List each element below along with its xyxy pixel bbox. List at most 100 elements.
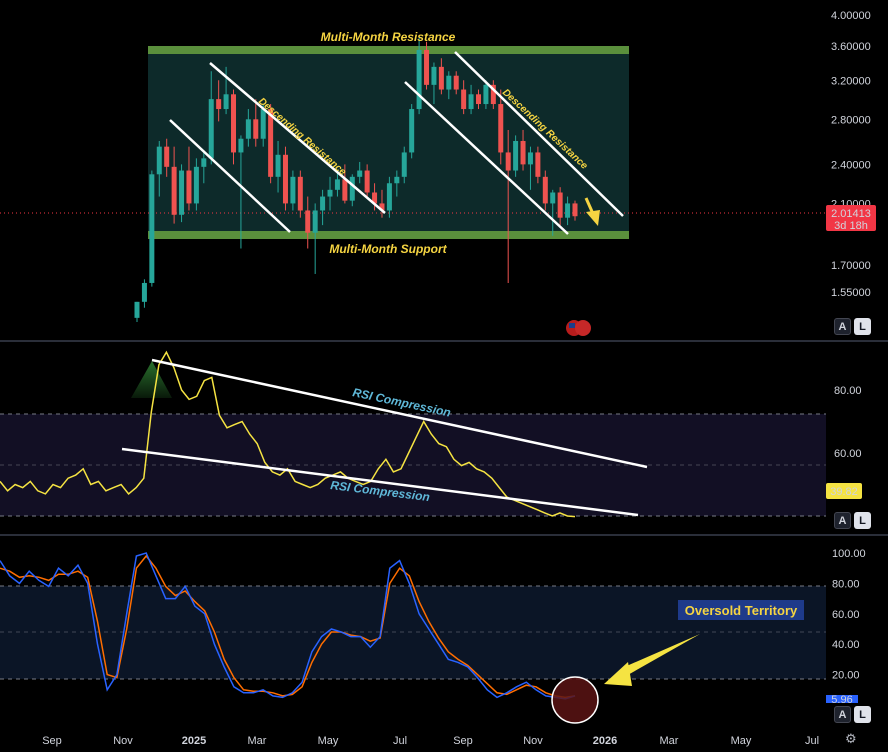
support-band [148,231,629,239]
flag-icon [566,320,591,336]
auto-scale-button-rsi[interactable]: A [834,512,851,529]
candle-body [297,176,303,211]
candle-body [260,109,266,139]
last-price-badge [826,205,876,231]
price-axis: 4.000003.600003.200002.800002.400002.100… [831,10,871,299]
stoch-k-value: 5.96 [831,694,852,706]
resistance-label: Multi-Month Resistance [321,30,456,44]
candle-body [565,203,571,218]
price-tick-label: 3.60000 [831,41,871,53]
candle-body [164,146,170,167]
price-tick-label: 4.00000 [831,10,871,22]
candle-body [386,183,392,211]
candle-body [201,158,207,167]
candle-body [193,166,199,204]
candle-body [505,152,511,171]
candle-body [535,152,541,177]
candle-body [231,94,237,153]
stoch-tick-label: 60.00 [832,609,860,621]
candle-body [134,301,140,318]
time-tick-label: Nov [523,735,543,747]
candle-body [490,84,496,105]
resistance-band [148,46,629,54]
candle-body [290,176,296,204]
rsi-panel: RSI Compression RSI Compression 80.0060.… [0,350,862,518]
oversold-label-box [678,600,804,620]
stoch-tick-label: 80.00 [832,578,860,590]
candle-body [438,66,444,90]
candle-body [513,140,519,171]
log-scale-button-stoch[interactable]: L [854,706,871,723]
candle-body [542,176,548,204]
candle-body [409,109,415,153]
channel-line-1b [209,62,386,214]
candle-body [312,210,318,233]
candle-body [416,49,422,110]
time-tick-label: Mar [660,735,679,747]
time-tick-label: Sep [42,735,62,747]
stoch-k-line [0,552,576,700]
candle-body [349,176,355,201]
price-tick-label: 3.20000 [831,75,871,87]
channel-line-2b [454,51,624,217]
last-price-value: 2.01413 [831,208,871,220]
price-tick-label: 1.55000 [831,287,871,299]
price-tick-label: 2.80000 [831,114,871,126]
candle-body [379,203,385,211]
candle-body [461,89,467,110]
time-tick-label: May [731,735,752,747]
candle-body [394,176,400,184]
log-scale-button-rsi[interactable]: L [854,512,871,529]
down-arrow-icon [584,197,600,226]
stoch-tick-label: 20.00 [832,670,860,682]
time-tick-label: May [318,735,339,747]
time-tick-label: Mar [248,735,267,747]
candle-body [557,192,563,218]
candle-body [141,282,147,302]
candle-body [475,94,481,105]
auto-scale-button-price[interactable]: A [834,318,851,335]
log-scale-button-price[interactable]: L [854,318,871,335]
channel-line-2a [404,81,569,235]
stoch-tick-label: 100.00 [832,548,866,560]
candle-body [357,170,363,177]
candle-body [171,166,177,215]
rsi-upper-trendline [151,358,648,469]
time-axis: Sep Nov 2025 Mar May Jul Sep Nov 2026 Mar May Jul [42,735,819,747]
candle-body [253,119,259,139]
candle-body [572,203,578,217]
candle-body [401,152,407,177]
rsi-lower-trendline [121,447,639,517]
stoch-k-badge [826,695,858,703]
candle-body [282,154,288,204]
candle-body [520,140,526,165]
candle-body [156,146,162,175]
support-label: Multi-Month Support [329,242,447,256]
candle-body [245,119,251,139]
candle-body [186,170,192,204]
rsi-tick-label: 80.00 [834,385,862,397]
time-tick-label: Jul [393,735,407,747]
rsi-value: 39.82 [830,486,858,498]
candle-body [327,189,333,197]
candle-body [468,94,474,110]
candle-body [527,152,533,165]
rsi-value-badge [826,483,862,499]
channel-line-1a [169,119,291,233]
candle-body [453,75,459,90]
candle-body [431,66,437,85]
candle-body [223,94,229,110]
candle-body [550,192,556,204]
time-tick-label: Nov [113,735,133,747]
candle-body [238,138,244,153]
auto-scale-button-stoch[interactable]: A [834,706,851,723]
candle-body [446,75,452,90]
settings-gear-icon[interactable]: ⚙ [845,732,857,747]
countdown-value: 3d 18h [834,220,868,232]
stoch-axis: 100.00 80.00 60.00 40.00 20.00 [832,548,866,682]
price-tick-label: 2.40000 [831,159,871,171]
time-tick-label: 2026 [593,735,617,747]
rsi-line [0,350,576,518]
stoch-tick-label: 40.00 [832,639,860,651]
candle-body [372,192,378,204]
